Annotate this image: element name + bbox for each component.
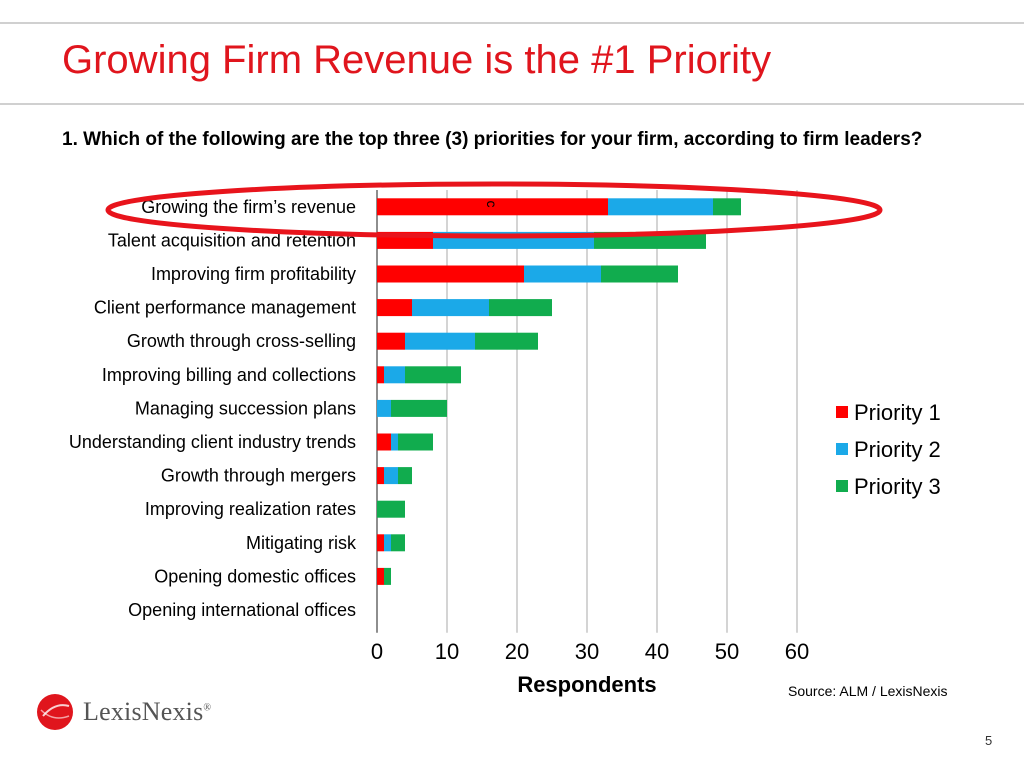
category-label: Improving realization rates (145, 499, 356, 519)
bar-segment-priority-1 (377, 332, 405, 350)
bar-segment-priority-3 (398, 433, 433, 451)
bar-segment-priority-1 (377, 299, 412, 317)
category-label: Opening international offices (128, 600, 356, 620)
x-tick-label: 50 (715, 639, 739, 664)
bar-segment-priority-3 (475, 332, 538, 350)
category-label: Growing the firm’s revenue (141, 197, 356, 217)
lexisnexis-logo: LexisNexis® (35, 692, 211, 732)
bar-segment-priority-2 (608, 198, 713, 216)
logo-wordmark: LexisNexis® (83, 697, 212, 726)
bar-segment-priority-3 (405, 366, 461, 384)
bar-segment-priority-1 (377, 265, 524, 283)
top-rule (0, 22, 1024, 24)
highlight-ellipse (105, 181, 883, 239)
bar-segment-priority-3 (601, 265, 678, 283)
legend-label: Priority 2 (854, 437, 941, 462)
bar-segment-priority-3 (377, 500, 405, 518)
category-label: Improving firm profitability (151, 264, 356, 284)
legend-swatch (836, 443, 848, 455)
bar-segment-priority-3 (391, 534, 405, 552)
bar-segment-priority-2 (412, 299, 489, 317)
category-label: Mitigating risk (246, 533, 357, 553)
page-number: 5 (985, 733, 993, 748)
legend-label: Priority 3 (854, 474, 941, 499)
x-tick-label: 0 (371, 639, 383, 664)
category-label: Understanding client industry trends (69, 432, 356, 452)
bar-segment-priority-1 (377, 467, 384, 485)
x-tick-label: 60 (785, 639, 809, 664)
title-rule (0, 103, 1024, 105)
logo-sphere-icon (37, 694, 73, 730)
bar-segment-priority-2 (384, 366, 405, 384)
bar-segment-priority-2 (391, 433, 398, 451)
bar-segment-priority-3 (398, 467, 412, 485)
bar-segment-priority-1 (377, 433, 391, 451)
x-axis-title: Respondents (517, 672, 656, 697)
x-tick-label: 20 (505, 639, 529, 664)
bar-segment-priority-2 (384, 534, 391, 552)
bar-segment-priority-2 (405, 332, 475, 350)
survey-question: 1. Which of the following are the top th… (62, 129, 923, 150)
bar-segment-priority-2 (524, 265, 601, 283)
source-note: Source: ALM / LexisNexis (788, 683, 948, 699)
category-label: Opening domestic offices (154, 566, 356, 586)
x-tick-label: 40 (645, 639, 669, 664)
legend-label: Priority 1 (854, 400, 941, 425)
slide-title: Growing Firm Revenue is the #1 Priority (62, 38, 772, 82)
bar-segment-priority-3 (384, 567, 391, 585)
category-label: Improving billing and collections (102, 365, 356, 385)
highlight-mark: c (484, 201, 500, 208)
x-tick-label: 10 (435, 639, 459, 664)
category-label: Talent acquisition and retention (108, 230, 356, 250)
legend-swatch (836, 406, 848, 418)
bar-segment-priority-1 (377, 534, 384, 552)
legend-swatch (836, 480, 848, 492)
bar-segment-priority-3 (713, 198, 741, 216)
x-tick-label: 30 (575, 639, 599, 664)
bar-segment-priority-1 (377, 567, 384, 585)
category-label: Client performance management (94, 298, 356, 318)
bar-segment-priority-1 (377, 366, 384, 384)
bar-segment-priority-3 (391, 399, 447, 417)
bar-segment-priority-2 (384, 467, 398, 485)
bar-segment-priority-3 (489, 299, 552, 317)
category-label: Growth through cross-selling (127, 331, 356, 351)
category-label: Growth through mergers (161, 466, 356, 486)
category-label: Managing succession plans (135, 398, 356, 418)
bar-segment-priority-1 (377, 198, 608, 216)
bar-segment-priority-2 (377, 399, 391, 417)
